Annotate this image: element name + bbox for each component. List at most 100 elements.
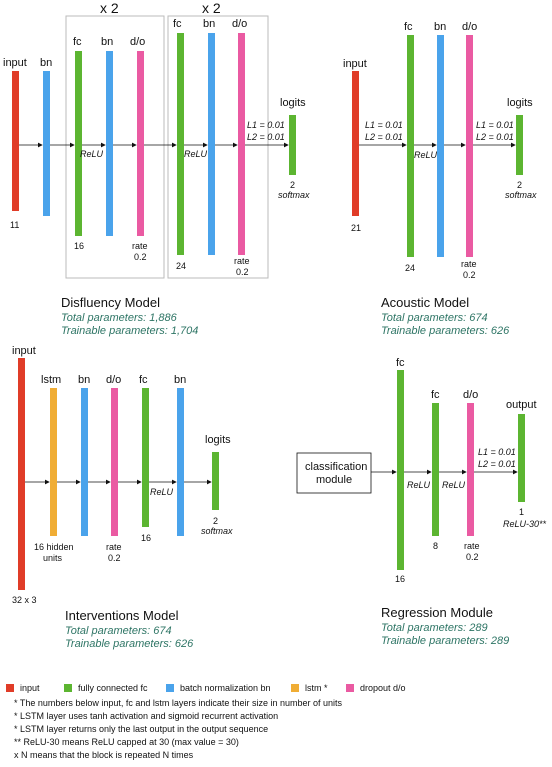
output-size: 2 [290, 180, 295, 190]
repeat-label-2: x 2 [202, 0, 221, 16]
fc-label: fc [396, 357, 405, 369]
trainable-parameters: Trainable parameters: 289 [381, 635, 509, 647]
interventions-model: input lstm bn d/o fc bn logits ReLU 32 x… [12, 345, 233, 650]
legend-note: * LSTM layer returns only the last outpu… [14, 724, 268, 734]
bn-layer-bar [43, 71, 50, 216]
input-layer-bar [352, 71, 359, 216]
total-parameters: Total parameters: 674 [65, 625, 172, 637]
total-parameters: Total parameters: 674 [381, 312, 488, 324]
activation-label: ReLU [442, 480, 466, 490]
fc-label: fc [173, 18, 182, 30]
bn-label: bn [174, 374, 186, 386]
fc-size: 8 [433, 541, 438, 551]
fc-layer-bar [142, 388, 149, 527]
legend-label: input [20, 683, 40, 693]
output-activation: softmax [505, 190, 537, 200]
legend-note: ** ReLU-30 means ReLU capped at 30 (max … [14, 737, 239, 747]
input-size: 11 [10, 220, 19, 230]
legend-note: * The numbers below input, fc and lstm l… [14, 698, 342, 708]
logits-label: logits [280, 97, 306, 109]
model-title: Interventions Model [65, 608, 179, 623]
module-label: classification [305, 461, 367, 473]
repeat-label-1: x 2 [100, 0, 119, 16]
regularization-label: L2 = 0.01 [365, 132, 403, 142]
dropout-rate-value: 0.2 [236, 267, 249, 277]
module-title: Regression Module [381, 605, 493, 620]
dropout-layer-bar [238, 33, 245, 255]
legend-swatch [346, 684, 354, 692]
regularization-label: L1 = 0.01 [365, 120, 403, 130]
dropout-label: d/o [106, 374, 121, 386]
legend-note: * LSTM layer uses tanh activation and si… [14, 711, 278, 721]
fc-layer-bar [177, 33, 184, 255]
dropout-rate-value: 0.2 [134, 252, 147, 262]
input-label: input [3, 57, 27, 69]
dropout-layer-bar [137, 51, 144, 236]
bn-label: bn [434, 21, 446, 33]
input-size: 32 x 3 [12, 595, 37, 605]
output-size: 1 [519, 507, 524, 517]
legend-label: lstm * [305, 683, 328, 693]
legend-swatch [166, 684, 174, 692]
legend: input fully connected fc batch normaliza… [6, 683, 406, 760]
repeat-block-2 [167, 15, 269, 279]
fc-size: 24 [176, 261, 186, 271]
bn-layer-bar [208, 33, 215, 255]
dropout-rate-value: 0.2 [466, 552, 479, 562]
activation-label: ReLU [414, 150, 438, 160]
dropout-label: d/o [463, 389, 478, 401]
logits-layer-bar [516, 115, 523, 175]
bn-label: bn [78, 374, 90, 386]
output-label: output [506, 399, 537, 411]
output-activation: softmax [201, 526, 233, 536]
output-layer-bar [518, 414, 525, 502]
dropout-rate-label: rate [106, 542, 122, 552]
regularization-label: L2 = 0.01 [476, 132, 514, 142]
input-layer-bar [18, 358, 25, 590]
fc-label: fc [73, 36, 82, 48]
regularization-label: L2 = 0.01 [247, 132, 285, 142]
dropout-layer-bar [467, 403, 474, 536]
logits-label: logits [205, 434, 231, 446]
regularization-label: L1 = 0.01 [478, 447, 516, 457]
total-parameters: Total parameters: 289 [381, 622, 488, 634]
dropout-layer-bar [466, 35, 473, 257]
disfluency-model: x 2 x 2 input bn fc bn d/o fc bn d/o log… [3, 0, 310, 337]
logits-layer-bar [212, 452, 219, 510]
activation-label: ReLU [184, 149, 208, 159]
bn-label: bn [40, 57, 52, 69]
classification-module-box [296, 452, 372, 494]
regularization-label: L1 = 0.01 [476, 120, 514, 130]
legend-label: dropout d/o [360, 683, 406, 693]
legend-label: fully connected fc [78, 683, 148, 693]
total-parameters: Total parameters: 1,886 [61, 312, 178, 324]
activation-label: ReLU [407, 480, 431, 490]
fc-layer-bar [432, 403, 439, 536]
acoustic-model: input fc bn d/o logits L1 = 0.01 L2 = 0.… [343, 21, 537, 337]
legend-swatch [64, 684, 72, 692]
legend-label: batch normalization bn [180, 683, 271, 693]
lstm-size: 16 hidden [34, 542, 74, 552]
module-label: module [316, 474, 352, 486]
fc-layer-bar [397, 370, 404, 570]
bn-layer-bar [81, 388, 88, 536]
trainable-parameters: Trainable parameters: 626 [65, 638, 194, 650]
repeat-block-1 [65, 15, 165, 279]
activation-label: ReLU [80, 149, 104, 159]
dropout-label: d/o [130, 36, 145, 48]
logits-label: logits [507, 97, 533, 109]
bn-layer-bar [437, 35, 444, 257]
model-title: Disfluency Model [61, 295, 160, 310]
fc-size: 16 [141, 533, 151, 543]
input-label: input [12, 345, 36, 357]
legend-swatch [291, 684, 299, 692]
output-size: 2 [213, 516, 218, 526]
model-title: Acoustic Model [381, 295, 469, 310]
logits-layer-bar [289, 115, 296, 175]
dropout-rate-label: rate [464, 541, 480, 551]
output-activation: ReLU-30** [503, 519, 547, 529]
regression-module: classification module fc fc d/o output R… [296, 357, 547, 647]
fc-layer-bar [407, 35, 414, 257]
dropout-label: d/o [462, 21, 477, 33]
